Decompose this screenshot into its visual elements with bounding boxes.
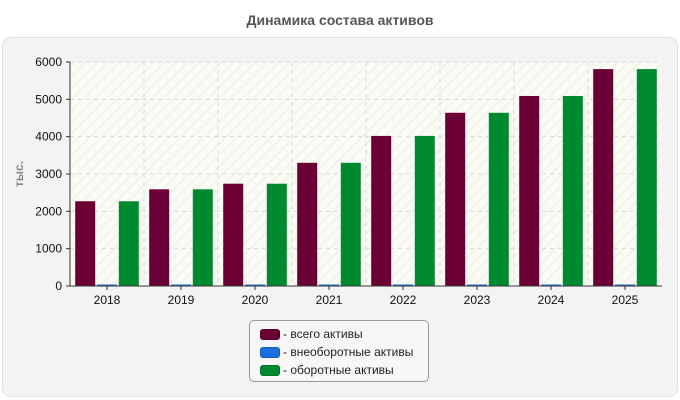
- bar-total: [371, 135, 392, 286]
- y-tick-label: 2000: [35, 204, 62, 218]
- bar-current: [118, 201, 139, 286]
- legend-swatch-total: [260, 328, 280, 340]
- legend-label-current: - оборотные активы: [283, 363, 394, 377]
- x-tick-label: 2021: [316, 293, 343, 307]
- bar-current: [562, 95, 583, 287]
- legend-swatch-noncurrent: [260, 346, 280, 358]
- bar-noncurrent: [615, 284, 635, 286]
- y-tick-label: 1000: [35, 242, 62, 256]
- x-tick-label: 2018: [94, 293, 121, 307]
- bar-total: [593, 69, 614, 287]
- legend-swatch-current: [260, 364, 280, 376]
- chart-title: Динамика состава активов: [246, 12, 434, 28]
- y-tick-labels: 0 1000 2000 3000 4000 5000 6000: [35, 55, 70, 293]
- x-tick-label: 2022: [390, 293, 417, 307]
- bar-total: [445, 112, 466, 286]
- bar-current: [636, 69, 657, 287]
- bar-total: [149, 189, 170, 286]
- y-tick-label: 5000: [35, 92, 62, 106]
- legend: - всего активы - внеоборотные активы - о…: [249, 320, 429, 382]
- bar-current: [488, 112, 509, 286]
- bar-noncurrent: [393, 284, 413, 286]
- y-tick-label: 0: [55, 279, 62, 293]
- bar-total: [297, 162, 318, 286]
- bar-noncurrent: [467, 284, 487, 286]
- bar-current: [266, 183, 287, 286]
- bar-noncurrent: [245, 284, 265, 286]
- bar-noncurrent: [541, 284, 561, 286]
- x-tick-label: 2024: [538, 293, 565, 307]
- y-axis-label: тыс.: [12, 161, 26, 187]
- bar-total: [519, 95, 540, 287]
- x-tick-label: 2023: [464, 293, 491, 307]
- y-tick-label: 3000: [35, 167, 62, 181]
- bar-total: [223, 183, 244, 286]
- legend-label-noncurrent: - внеоборотные активы: [283, 345, 414, 359]
- bar-current: [340, 162, 361, 286]
- bar-current: [192, 189, 213, 286]
- bars-group: [75, 69, 657, 287]
- bar-current: [414, 135, 435, 286]
- x-tick-label: 2019: [168, 293, 195, 307]
- legend-item-total: - всего активы: [260, 325, 428, 343]
- bar-total: [75, 201, 96, 286]
- bar-noncurrent: [171, 284, 191, 286]
- x-tick-label: 2025: [612, 293, 639, 307]
- legend-label-total: - всего активы: [283, 327, 363, 341]
- y-tick-label: 6000: [35, 55, 62, 69]
- x-tick-label: 2020: [242, 293, 269, 307]
- legend-item-current: - оборотные активы: [260, 361, 428, 379]
- legend-item-noncurrent: - внеоборотные активы: [260, 343, 428, 361]
- bar-noncurrent: [319, 284, 339, 286]
- y-tick-label: 4000: [35, 130, 62, 144]
- x-tick-labels: 2018 2019 2020 2021 2022 2023 2024 2025: [94, 286, 639, 307]
- bar-noncurrent: [97, 284, 117, 286]
